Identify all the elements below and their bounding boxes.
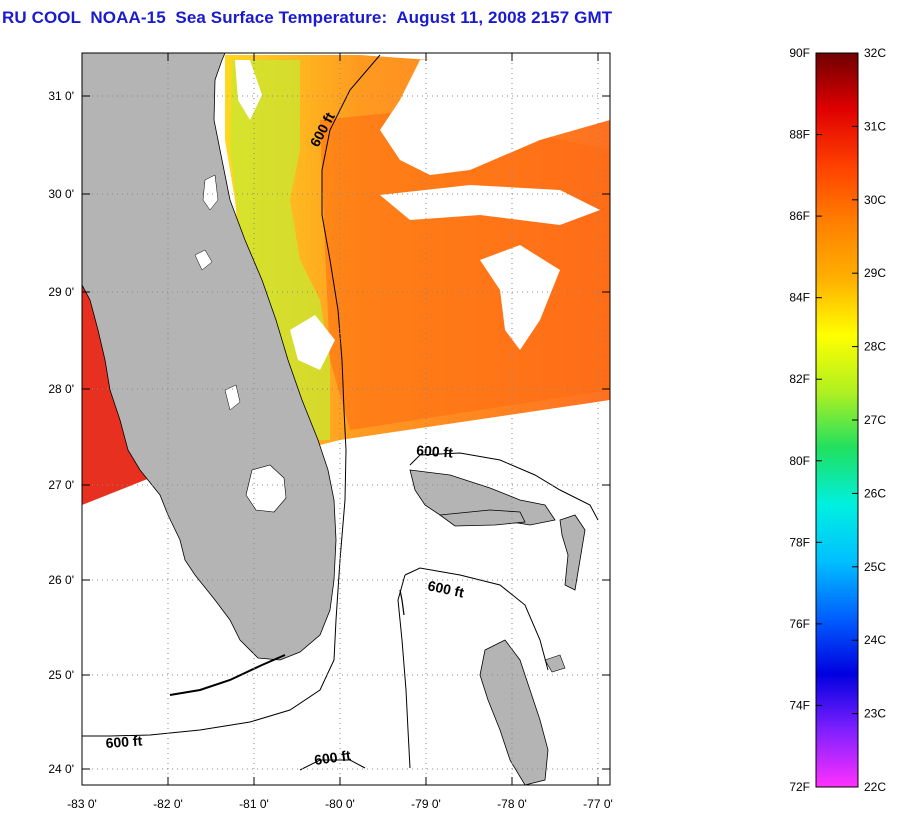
isobath-600ft-andros xyxy=(397,574,411,769)
cloud-patch xyxy=(480,245,560,350)
isobath-600ft-bahama-west xyxy=(404,567,549,671)
lake xyxy=(224,384,241,411)
map-title: RU COOL NOAA-15 Sea Surface Temperature:… xyxy=(2,8,613,27)
andros-island xyxy=(479,639,549,785)
latitude-labels: 31 0' 30 0' 29 0' 28 0' 27 0' 26 0' 25 0… xyxy=(48,89,74,776)
map-frame xyxy=(81,52,611,786)
colorbar-f-label: 72F xyxy=(789,780,810,794)
colorbar-c-label: 32C xyxy=(864,46,886,60)
cloud-patch xyxy=(380,60,610,175)
colorbar-f-label: 74F xyxy=(789,698,810,712)
lat-label: 31 0' xyxy=(48,89,74,103)
lat-label: 24 0' xyxy=(48,762,74,776)
lon-label: -79 0' xyxy=(411,797,441,811)
colorbar-f-label: 90F xyxy=(789,46,810,60)
isobath-600ft-bahama-north xyxy=(409,452,599,521)
isobath-600ft-south xyxy=(299,759,366,771)
colorbar-bar xyxy=(815,52,859,788)
colorbar-f-ticks xyxy=(816,52,822,788)
florida-keys xyxy=(169,654,286,696)
lon-label: -83 0' xyxy=(67,797,97,811)
colorbar-c-label: 29C xyxy=(864,266,886,280)
colorbar: 90F 88F 86F 84F 82F 80F 78F 76F 74F 72F 32C 31C 30C… xyxy=(789,46,886,794)
colorbar-f-label: 86F xyxy=(789,209,810,223)
cloud-patch xyxy=(235,60,262,120)
little-bahama-bank xyxy=(409,469,556,526)
abaco-island xyxy=(559,514,586,591)
colorbar-c-label: 22C xyxy=(864,780,886,794)
colorbar-f-label: 78F xyxy=(789,535,810,549)
lon-label: -77 0' xyxy=(583,797,613,811)
colorbar-c-ticks xyxy=(852,52,858,788)
lake xyxy=(202,174,219,211)
colorbar-c-label: 25C xyxy=(864,560,886,574)
colorbar-c-label: 23C xyxy=(864,707,886,721)
lake xyxy=(194,249,213,271)
grand-bahama-island xyxy=(438,509,526,527)
lon-label: -78 0' xyxy=(497,797,527,811)
lake-okeechobee xyxy=(245,464,287,513)
cloud-patch xyxy=(380,185,600,225)
colorbar-f-label: 84F xyxy=(789,291,810,305)
cloud-patch xyxy=(290,315,335,370)
colorbar-c-label: 27C xyxy=(864,413,886,427)
colorbar-c-label: 28C xyxy=(864,340,886,354)
bahama-cay xyxy=(544,654,566,673)
lat-label: 29 0' xyxy=(48,285,74,299)
lon-label: -81 0' xyxy=(239,797,269,811)
map-gridlines xyxy=(82,53,610,785)
colorbar-c-label: 26C xyxy=(864,486,886,500)
colorbar-f-label: 76F xyxy=(789,617,810,631)
lat-label: 27 0' xyxy=(48,478,74,492)
longitude-labels: -83 0' -82 0' -81 0' -80 0' -79 0' -78 0… xyxy=(67,797,613,811)
colorbar-c-label: 31C xyxy=(864,119,886,133)
map-ticks xyxy=(82,53,610,785)
lon-label: -80 0' xyxy=(325,797,355,811)
colorbar-f-label: 80F xyxy=(789,454,810,468)
lat-label: 25 0' xyxy=(48,668,74,682)
bimini-islands xyxy=(399,589,405,616)
lat-label: 30 0' xyxy=(48,187,74,201)
colorbar-celsius-labels: 32C 31C 30C 29C 28C 27C 26C 25C 24C 23C 22C xyxy=(864,46,886,794)
contour-label: 600 ft xyxy=(105,732,143,751)
contour-label: 600 ft xyxy=(313,747,352,768)
colorbar-f-label: 88F xyxy=(789,128,810,142)
lat-label: 28 0' xyxy=(48,382,74,396)
colorbar-f-label: 82F xyxy=(789,372,810,386)
lon-label: -82 0' xyxy=(153,797,183,811)
colorbar-c-label: 30C xyxy=(864,193,886,207)
contour-label: 600 ft xyxy=(426,577,465,600)
colorbar-c-label: 24C xyxy=(864,633,886,647)
isobath-600ft-florida xyxy=(82,54,381,737)
lat-label: 26 0' xyxy=(48,573,74,587)
contour-label: 600 ft xyxy=(416,442,454,461)
map-plot-area: 600 ft 600 ft 600 ft 600 ft 600 ft xyxy=(82,53,610,785)
colorbar-fahrenheit-labels: 90F 88F 86F 84F 82F 80F 78F 76F 74F 72F xyxy=(789,46,810,794)
